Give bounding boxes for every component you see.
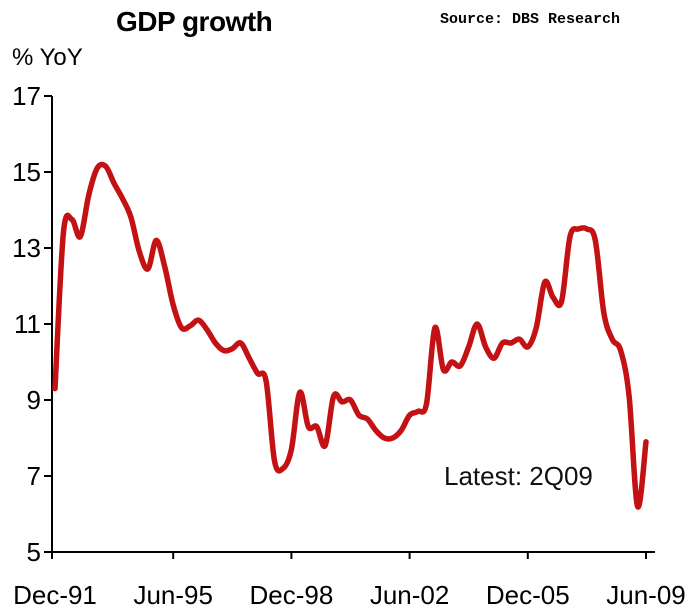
x-axis-tick-label: Jun-95	[133, 580, 213, 610]
x-axis-tick-label: Dec-91	[13, 580, 97, 610]
y-axis-tick-label: 5	[26, 537, 41, 567]
x-axis-tick-label: Dec-98	[249, 580, 334, 610]
x-axis-tick-label: Jun-09	[606, 580, 686, 610]
y-axis-tick-label: 9	[26, 385, 41, 415]
x-axis-tick-label: Jun-02	[369, 580, 450, 610]
y-axis-tick-label: 15	[12, 157, 41, 187]
y-axis-tick-label: 11	[14, 309, 41, 339]
y-axis-tick-label: 7	[26, 461, 41, 491]
source-credit: Source: DBS Research	[440, 11, 621, 28]
y-axis-tick-label: 17	[12, 81, 41, 111]
y-axis-unit-label: % YoY	[12, 44, 83, 71]
y-axis-tick-label: 13	[12, 233, 41, 263]
latest-annotation: Latest: 2Q09	[444, 461, 593, 491]
gdp-growth-line	[52, 161, 649, 510]
chart-title: GDP growth	[116, 6, 273, 37]
x-axis-tick-label: Dec-05	[485, 580, 570, 610]
